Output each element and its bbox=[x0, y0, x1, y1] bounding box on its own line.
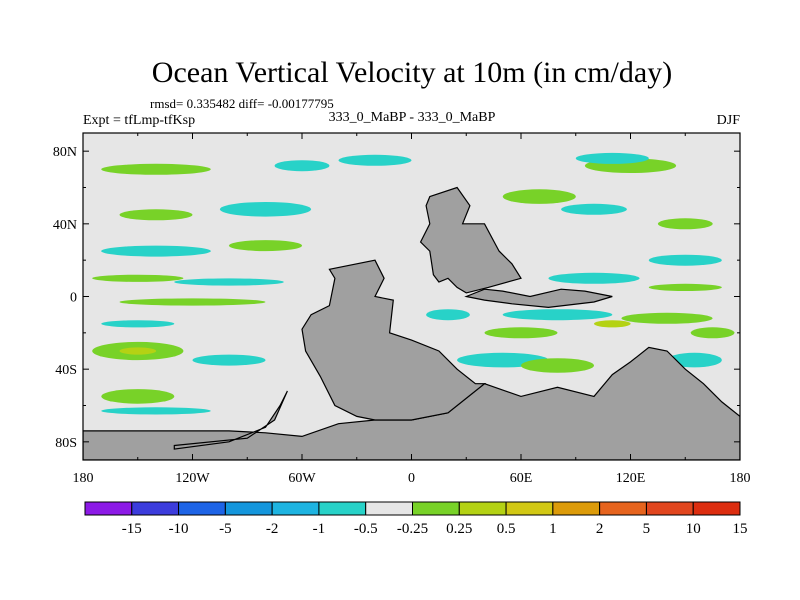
colorbar-label: -10 bbox=[169, 521, 189, 537]
anomaly-patch bbox=[502, 189, 576, 204]
colorbar-label: -2 bbox=[266, 521, 279, 537]
x-tick-label: 180 bbox=[73, 471, 94, 486]
y-tick-label: 40S bbox=[55, 363, 77, 378]
y-tick-label: 40N bbox=[53, 218, 77, 233]
anomaly-patch bbox=[101, 407, 211, 415]
colorbar-bin bbox=[224, 501, 273, 516]
anomaly-patch bbox=[119, 347, 157, 355]
anomaly-patch bbox=[621, 312, 713, 324]
anomaly-patch bbox=[119, 209, 193, 221]
x-tick-label: 60E bbox=[510, 471, 533, 486]
anomaly-patch bbox=[229, 240, 302, 252]
chart-title: Ocean Vertical Velocity at 10m (in cm/da… bbox=[152, 56, 672, 89]
colorbar-label: 0.5 bbox=[497, 521, 516, 537]
anomaly-patch bbox=[192, 354, 266, 366]
anomaly-patch bbox=[648, 283, 722, 291]
x-tick-label: 180 bbox=[730, 471, 751, 486]
colorbar: -15 -10 -5 -2 -1 -0.5 -0.25 0.25 0.5 1 2 5 10 15 bbox=[84, 501, 748, 537]
anomaly-patch bbox=[561, 203, 627, 215]
colorbar-bin bbox=[271, 501, 320, 516]
colorbar-label: -0.25 bbox=[397, 521, 428, 537]
land-africa-europe bbox=[419, 186, 522, 294]
anomaly-patch bbox=[92, 274, 184, 282]
colorbar-bin bbox=[131, 501, 180, 516]
colorbar-bin bbox=[365, 501, 413, 516]
anomaly-patch bbox=[174, 278, 284, 286]
colorbar-label: 0.25 bbox=[446, 521, 472, 537]
anomaly-patch bbox=[101, 320, 175, 328]
anomaly-patch bbox=[338, 154, 412, 166]
colorbar-bin bbox=[178, 501, 226, 516]
anomaly-patch bbox=[119, 298, 266, 306]
anomaly-patch bbox=[648, 254, 722, 266]
case-label: 333_0_MaBP - 333_0_MaBP bbox=[329, 110, 496, 125]
colorbar-label: 1 bbox=[549, 521, 557, 537]
anomaly-patch bbox=[667, 352, 722, 368]
colorbar-label: -15 bbox=[122, 521, 142, 537]
x-tick-label: 60W bbox=[288, 471, 316, 486]
colorbar-label: -1 bbox=[313, 521, 326, 537]
colorbar-label: -0.5 bbox=[354, 521, 378, 537]
anomaly-patch bbox=[101, 245, 211, 257]
anomaly-patch bbox=[101, 389, 175, 404]
anomaly-patch bbox=[426, 309, 470, 321]
colorbar-bin bbox=[552, 501, 601, 516]
anomaly-patch bbox=[101, 163, 211, 175]
colorbar-bin bbox=[412, 501, 460, 516]
experiment-label: Expt = tfLmp-tfKsp bbox=[83, 113, 195, 128]
land-antarctic-shelf bbox=[173, 390, 288, 450]
colorbar-bin bbox=[645, 501, 694, 516]
anomaly-patch bbox=[657, 218, 713, 230]
x-tick-label: 0 bbox=[408, 471, 415, 486]
anomaly-patch bbox=[594, 320, 631, 328]
colorbar-bin bbox=[692, 501, 741, 516]
stats-line: rmsd= 0.335482 diff= -0.00177795 bbox=[150, 96, 334, 111]
colorbar-bin bbox=[505, 501, 554, 516]
land-antarctica bbox=[83, 346, 740, 460]
land-south-america bbox=[301, 259, 487, 421]
colorbar-bin bbox=[599, 501, 647, 516]
map-axes: 180 120W 60W 0 60E 120E 180 80N 40N 0 40S 80S bbox=[53, 132, 751, 486]
colorbar-label: 2 bbox=[596, 521, 604, 537]
colorbar-bin bbox=[458, 501, 507, 516]
colorbar-label: 5 bbox=[643, 521, 651, 537]
season-label: DJF bbox=[717, 113, 741, 128]
anomaly-patch bbox=[219, 202, 312, 217]
anomaly-patch bbox=[548, 272, 640, 284]
anomaly-patch bbox=[690, 327, 735, 339]
anomaly-patch bbox=[274, 160, 330, 172]
x-tick-label: 120E bbox=[616, 471, 646, 486]
anomaly-patch bbox=[521, 358, 594, 373]
colorbar-bin bbox=[318, 501, 367, 516]
anomaly-patch bbox=[502, 309, 613, 321]
y-tick-label: 0 bbox=[70, 291, 77, 306]
anomaly-patch bbox=[484, 327, 558, 339]
colorbar-label: -5 bbox=[219, 521, 232, 537]
map-area bbox=[83, 133, 740, 460]
colorbar-label: 15 bbox=[733, 521, 748, 537]
y-tick-label: 80S bbox=[55, 436, 77, 451]
anomaly-patch bbox=[575, 152, 649, 164]
colorbar-label: 10 bbox=[686, 521, 701, 537]
colorbar-bin bbox=[84, 501, 133, 516]
y-tick-label: 80N bbox=[53, 145, 77, 160]
x-tick-label: 120W bbox=[175, 471, 210, 486]
land-asia bbox=[464, 288, 613, 309]
